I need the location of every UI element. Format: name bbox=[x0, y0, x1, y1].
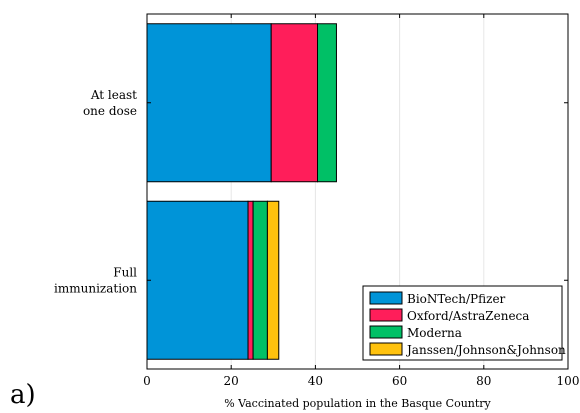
bar-segment bbox=[146, 200, 249, 360]
legend-label: BioNTech/Pfizer bbox=[407, 292, 506, 306]
axes-box bbox=[146, 13, 569, 370]
y-category-label: Full immunization bbox=[54, 265, 137, 295]
legend-label: Janssen/Johnson&Johnson bbox=[405, 343, 566, 357]
legend-label: Moderna bbox=[407, 326, 462, 340]
x-tick-label: 100 bbox=[557, 374, 580, 388]
legend-swatch bbox=[369, 291, 403, 305]
x-tick-label: 60 bbox=[392, 374, 407, 388]
legend-swatch bbox=[369, 308, 403, 322]
panel-label: a) bbox=[10, 380, 36, 410]
x-tick-label: 20 bbox=[224, 374, 239, 388]
bar-segment bbox=[266, 200, 280, 360]
bar-segment bbox=[146, 23, 272, 183]
x-tick-label: 40 bbox=[308, 374, 323, 388]
bar-segment bbox=[317, 23, 337, 183]
legend-swatch bbox=[369, 342, 403, 356]
x-axis-label: % Vaccinated population in the Basque Co… bbox=[224, 397, 491, 410]
bar-segment bbox=[270, 23, 319, 183]
x-tick-label: 0 bbox=[143, 374, 151, 388]
bar-segment bbox=[252, 200, 268, 360]
legend-label: Oxford/AstraZeneca bbox=[407, 309, 529, 323]
y-category-label: At least one dose bbox=[83, 88, 137, 118]
bar-segment bbox=[247, 200, 254, 360]
x-tick-label: 80 bbox=[476, 374, 491, 388]
legend-swatch bbox=[369, 325, 403, 339]
